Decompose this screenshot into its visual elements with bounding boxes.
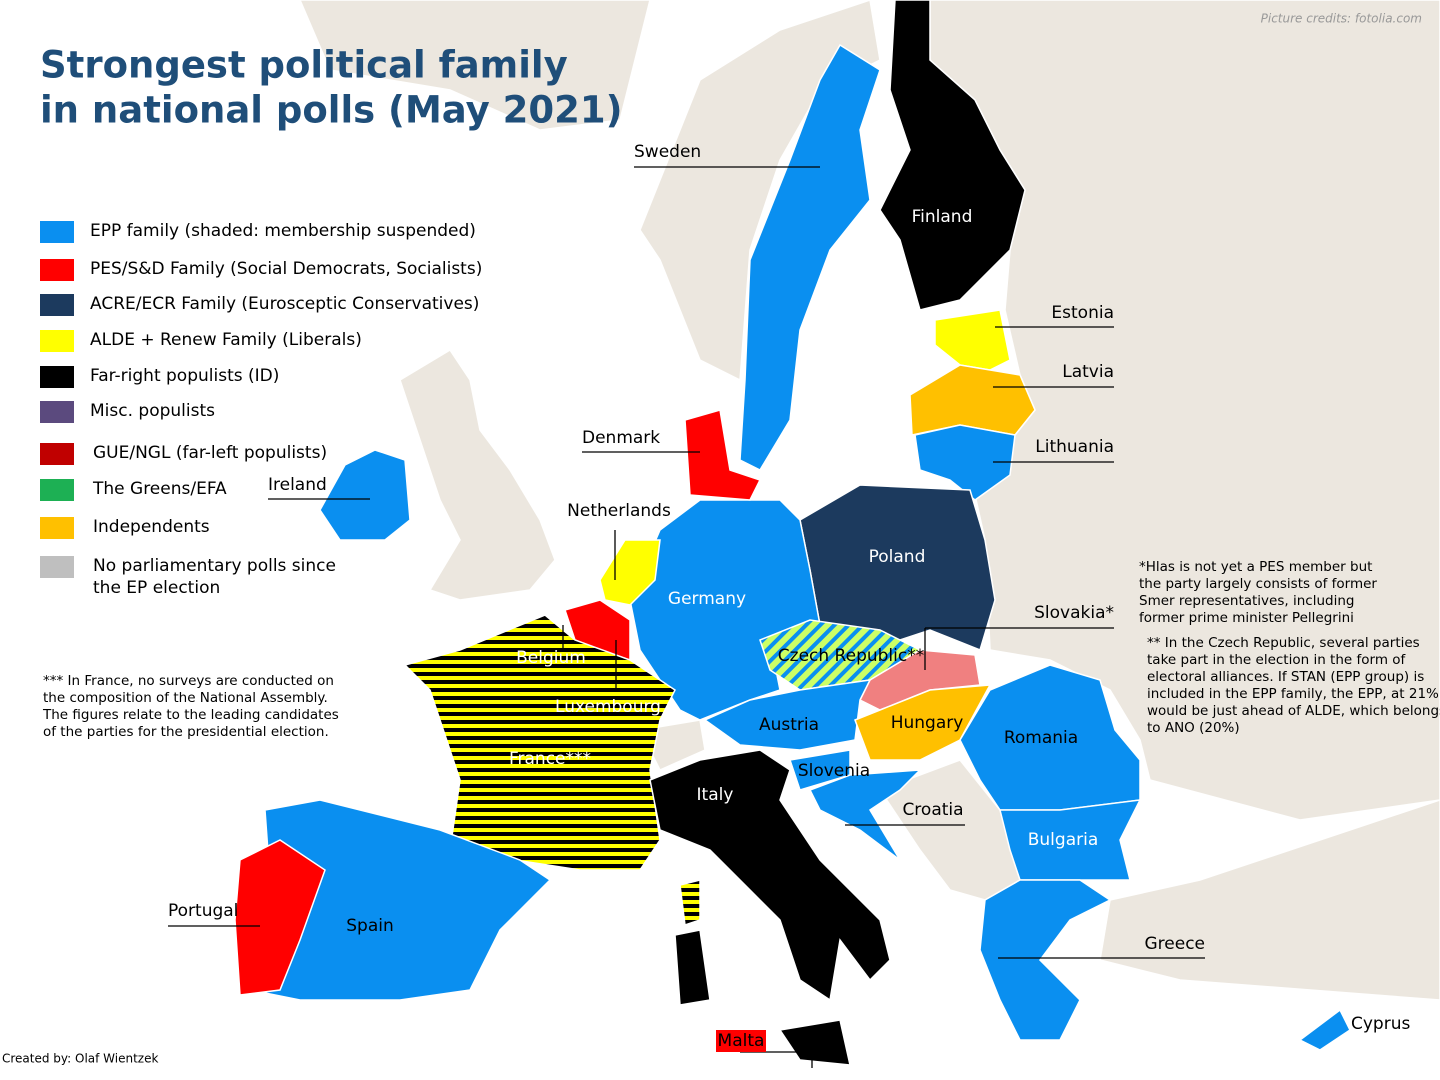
- legend-swatch: [40, 259, 74, 281]
- legend-swatch: [40, 366, 74, 388]
- country-label: Estonia: [1051, 303, 1114, 323]
- country-label: Cyprus: [1351, 1014, 1410, 1034]
- legend-label: Far-right populists (ID): [90, 366, 279, 386]
- note: the party largely consists of former: [1139, 576, 1377, 592]
- country-label: Sweden: [634, 142, 701, 162]
- note: ** In the Czech Republic, several partie…: [1147, 635, 1420, 651]
- legend-swatch: [40, 556, 74, 578]
- country-label: Croatia: [902, 800, 963, 820]
- legend-swatch: [40, 479, 74, 501]
- note: electoral alliances. If STAN (EPP group)…: [1147, 669, 1424, 685]
- countries: [234, 0, 1351, 1066]
- country-label: Greece: [1144, 934, 1205, 954]
- country-label: Slovakia*: [1034, 603, 1114, 623]
- legend-label: Misc. populists: [90, 401, 215, 421]
- legend-label: The Greens/EFA: [92, 479, 227, 499]
- legend-swatch: [40, 517, 74, 539]
- title: Strongest political family: [40, 44, 568, 87]
- country-label: Malta: [718, 1031, 765, 1051]
- note: former prime minister Pellegrini: [1139, 610, 1354, 626]
- title: in national polls (May 2021): [40, 89, 623, 132]
- legend-label: ACRE/ECR Family (Eurosceptic Conservativ…: [90, 294, 479, 314]
- author: Created by: Olaf Wientzek: [2, 1052, 158, 1066]
- country-label: Spain: [346, 916, 394, 936]
- legend-label: PES/S&D Family (Social Democrats, Social…: [90, 259, 482, 279]
- legend-label: No parliamentary polls since: [93, 556, 336, 576]
- country-label: France***: [509, 749, 591, 769]
- country-label: Portugal: [168, 901, 238, 921]
- non-eu-land: [299, 0, 1440, 1001]
- country-label: Belgium: [516, 648, 586, 668]
- legend-swatch: [40, 401, 74, 423]
- legend-label: Independents: [93, 517, 210, 537]
- country-label: Austria: [759, 715, 819, 735]
- legend-label: GUE/NGL (far-left populists): [93, 443, 327, 463]
- note: The figures relate to the leading candid…: [42, 707, 339, 723]
- note: the composition of the National Assembly…: [43, 690, 328, 706]
- credit: Picture credits: fotolia.com: [1261, 12, 1422, 26]
- country-label: Romania: [1004, 728, 1078, 748]
- country-label: Lithuania: [1035, 437, 1114, 457]
- legend-label: EPP family (shaded: membership suspended…: [90, 221, 476, 241]
- country-label: Slovenia: [798, 761, 870, 781]
- note: *Hlas is not yet a PES member but: [1139, 559, 1372, 575]
- note: to ANO (20%): [1147, 720, 1240, 736]
- leader-lines: [168, 166, 1205, 1068]
- legend-label: the EP election: [93, 578, 220, 598]
- country-label: Hungary: [891, 713, 964, 733]
- legend-swatch: [40, 443, 74, 465]
- country-label: Ireland: [268, 475, 327, 495]
- legend-swatch: [40, 221, 74, 243]
- country-label: Italy: [697, 785, 734, 805]
- country-label: Czech Republic**: [778, 646, 924, 666]
- country-label: Bulgaria: [1028, 830, 1099, 850]
- note: of the parties for the presidential elec…: [43, 724, 329, 740]
- country-label: Latvia: [1062, 362, 1114, 382]
- legend-swatch: [40, 294, 74, 316]
- note: would be just ahead of ALDE, which belon…: [1147, 703, 1440, 719]
- country-label: Netherlands: [567, 501, 671, 521]
- note: *** In France, no surveys are conducted …: [43, 673, 334, 689]
- country-label: Germany: [668, 589, 746, 609]
- note: take part in the election in the form of: [1147, 652, 1407, 668]
- note: Smer representatives, including: [1139, 593, 1354, 609]
- legend-swatch: [40, 330, 74, 352]
- country-label: Luxembourg: [555, 697, 661, 717]
- legend-label: ALDE + Renew Family (Liberals): [90, 330, 362, 350]
- country-label: Poland: [869, 547, 926, 567]
- country-label: Denmark: [582, 428, 660, 448]
- note: included in the EPP family, the EPP, at …: [1147, 686, 1440, 702]
- malta-label-bg: [716, 1030, 766, 1052]
- country-label: Finland: [912, 207, 973, 227]
